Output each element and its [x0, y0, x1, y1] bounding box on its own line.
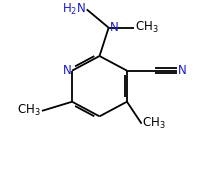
Text: CH$_3$: CH$_3$ — [135, 20, 159, 35]
Text: N: N — [62, 64, 71, 77]
Text: CH$_3$: CH$_3$ — [142, 116, 166, 131]
Text: H$_2$N: H$_2$N — [62, 2, 86, 17]
Text: N: N — [110, 21, 119, 34]
Text: CH$_3$: CH$_3$ — [17, 103, 41, 118]
Text: N: N — [178, 64, 187, 77]
